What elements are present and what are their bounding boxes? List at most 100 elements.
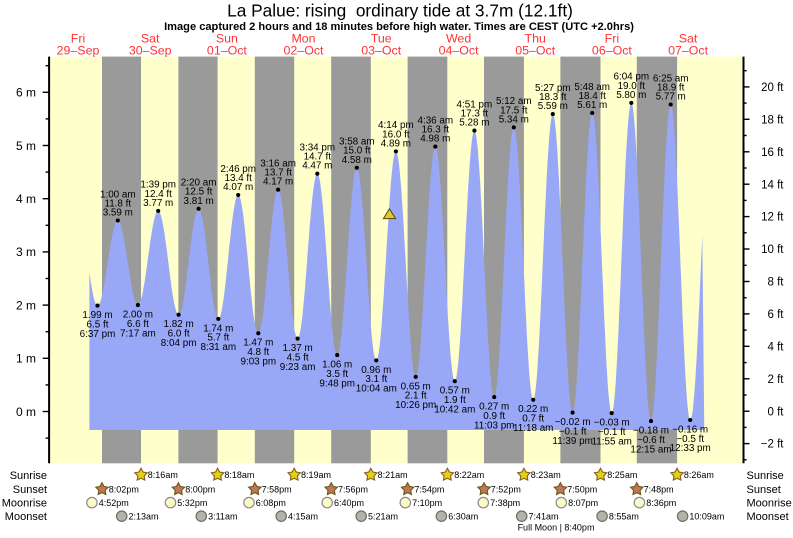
svg-text:3 m: 3 m — [16, 245, 36, 259]
svg-text:6:30am: 6:30am — [448, 512, 478, 522]
svg-text:Sun: Sun — [216, 32, 238, 46]
svg-text:Moonrise: Moonrise — [2, 498, 47, 510]
svg-text:04–Oct: 04–Oct — [439, 44, 480, 58]
svg-text:4.58 m: 4.58 m — [342, 155, 372, 166]
svg-text:8:22am: 8:22am — [454, 470, 484, 480]
svg-text:4 m: 4 m — [16, 192, 36, 206]
svg-text:4:14 pm: 4:14 pm — [378, 120, 414, 131]
svg-text:2:46 pm: 2:46 pm — [220, 164, 256, 175]
svg-text:14.7 ft: 14.7 ft — [304, 152, 332, 163]
svg-text:4.98 m: 4.98 m — [420, 134, 450, 145]
svg-text:4.07 m: 4.07 m — [223, 182, 253, 193]
svg-text:14 ft: 14 ft — [761, 179, 784, 191]
svg-text:4.47 m: 4.47 m — [302, 161, 332, 172]
svg-text:Full Moon | 8:40pm: Full Moon | 8:40pm — [518, 523, 595, 533]
svg-text:3:16 am: 3:16 am — [260, 159, 296, 170]
svg-text:7:48pm: 7:48pm — [644, 485, 674, 495]
svg-text:8:02pm: 8:02pm — [109, 485, 139, 495]
svg-text:8:07pm: 8:07pm — [568, 498, 598, 508]
svg-text:02–Oct: 02–Oct — [284, 44, 325, 58]
svg-text:10:26 pm: 10:26 pm — [395, 400, 436, 411]
svg-text:6 m: 6 m — [16, 86, 36, 100]
svg-text:4:52pm: 4:52pm — [99, 498, 129, 508]
svg-text:29–Sep: 29–Sep — [57, 44, 100, 58]
svg-text:16.3 ft: 16.3 ft — [422, 125, 450, 136]
svg-text:−2 ft: −2 ft — [761, 439, 785, 451]
svg-text:2 m: 2 m — [16, 298, 36, 312]
svg-text:8:31 am: 8:31 am — [200, 342, 236, 353]
svg-text:0.22 m: 0.22 m — [518, 404, 548, 415]
svg-text:5.80 m: 5.80 m — [616, 90, 646, 101]
svg-text:11.8 ft: 11.8 ft — [104, 198, 131, 209]
svg-text:8:25am: 8:25am — [607, 470, 637, 480]
svg-text:7:41am: 7:41am — [529, 512, 559, 522]
svg-text:0.57 m: 0.57 m — [440, 386, 470, 397]
svg-text:12.4 ft: 12.4 ft — [144, 189, 172, 200]
svg-text:−0.6 ft: −0.6 ft — [637, 435, 665, 446]
svg-text:6:40pm: 6:40pm — [334, 498, 364, 508]
svg-text:5.59 m: 5.59 m — [538, 101, 568, 112]
svg-text:3:11am: 3:11am — [208, 512, 237, 522]
svg-text:−0.18 m: −0.18 m — [633, 426, 669, 437]
svg-text:4:36 am: 4:36 am — [417, 115, 453, 126]
svg-text:3.5 ft: 3.5 ft — [326, 369, 348, 380]
svg-text:6:37 pm: 6:37 pm — [80, 329, 116, 340]
svg-text:0 m: 0 m — [16, 405, 36, 419]
svg-text:Sunset: Sunset — [13, 484, 47, 496]
svg-text:5:12 am: 5:12 am — [496, 96, 532, 107]
svg-text:8:04 pm: 8:04 pm — [161, 338, 197, 349]
svg-text:06–Oct: 06–Oct — [592, 44, 633, 58]
svg-text:5:32pm: 5:32pm — [177, 498, 207, 508]
svg-text:11:55 am: 11:55 am — [591, 436, 631, 447]
svg-text:9:48 pm: 9:48 pm — [319, 378, 355, 389]
svg-text:30–Sep: 30–Sep — [129, 44, 172, 58]
svg-text:Wed: Wed — [446, 32, 471, 46]
svg-text:18.3 ft: 18.3 ft — [539, 92, 567, 103]
svg-text:10:09am: 10:09am — [689, 512, 724, 522]
svg-text:1.9 ft: 1.9 ft — [444, 395, 466, 406]
svg-text:5.77 m: 5.77 m — [656, 92, 686, 103]
svg-text:5:27 pm: 5:27 pm — [535, 83, 571, 94]
svg-text:−0.5 ft: −0.5 ft — [676, 434, 704, 445]
svg-text:8:36pm: 8:36pm — [646, 498, 676, 508]
svg-text:4:15am: 4:15am — [288, 512, 318, 522]
svg-text:−0.16 m: −0.16 m — [672, 424, 708, 435]
svg-text:12:33 pm: 12:33 pm — [670, 443, 711, 454]
svg-text:5.28 m: 5.28 m — [459, 118, 489, 129]
svg-text:12.5 ft: 12.5 ft — [185, 187, 213, 198]
svg-text:3.59 m: 3.59 m — [103, 208, 133, 219]
svg-text:11:39 pm: 11:39 pm — [552, 436, 592, 447]
svg-text:2:13am: 2:13am — [129, 512, 159, 522]
svg-text:6:25 am: 6:25 am — [653, 73, 689, 84]
svg-text:6:08pm: 6:08pm — [256, 498, 286, 508]
svg-text:Moonset: Moonset — [5, 511, 47, 523]
svg-text:8 ft: 8 ft — [768, 277, 785, 289]
svg-text:03–Oct: 03–Oct — [361, 44, 402, 58]
svg-text:10:04 am: 10:04 am — [356, 384, 397, 395]
svg-text:Image captured 2 hours and 18: Image captured 2 hours and 18 minutes be… — [164, 21, 634, 33]
svg-text:5:48 am: 5:48 am — [574, 82, 610, 93]
svg-text:5.61 m: 5.61 m — [577, 100, 607, 111]
svg-text:8:18am: 8:18am — [224, 470, 254, 480]
svg-text:4.17 m: 4.17 m — [263, 177, 293, 188]
svg-text:3.77 m: 3.77 m — [143, 198, 173, 209]
svg-text:16 ft: 16 ft — [761, 147, 784, 159]
svg-text:7:38pm: 7:38pm — [490, 498, 520, 508]
svg-text:1.74 m: 1.74 m — [203, 323, 233, 334]
svg-text:Sat: Sat — [141, 32, 160, 46]
svg-text:Sunrise: Sunrise — [10, 470, 47, 482]
svg-text:−0.1 ft: −0.1 ft — [598, 427, 626, 438]
svg-text:9:23 am: 9:23 am — [280, 362, 316, 373]
svg-text:1 m: 1 m — [16, 352, 36, 366]
svg-text:Tue: Tue — [371, 32, 392, 46]
svg-text:6:04 pm: 6:04 pm — [613, 72, 649, 83]
svg-text:1:00 am: 1:00 am — [100, 189, 136, 200]
svg-text:6.0 ft: 6.0 ft — [168, 329, 190, 340]
svg-text:19.0 ft: 19.0 ft — [618, 81, 646, 92]
svg-text:−0.02 m: −0.02 m — [555, 417, 591, 428]
svg-text:7:58pm: 7:58pm — [262, 485, 292, 495]
svg-text:Fri: Fri — [605, 32, 619, 46]
svg-text:2.00 m: 2.00 m — [123, 310, 153, 321]
svg-text:5 m: 5 m — [16, 139, 36, 153]
svg-text:07–Oct: 07–Oct — [668, 44, 709, 58]
